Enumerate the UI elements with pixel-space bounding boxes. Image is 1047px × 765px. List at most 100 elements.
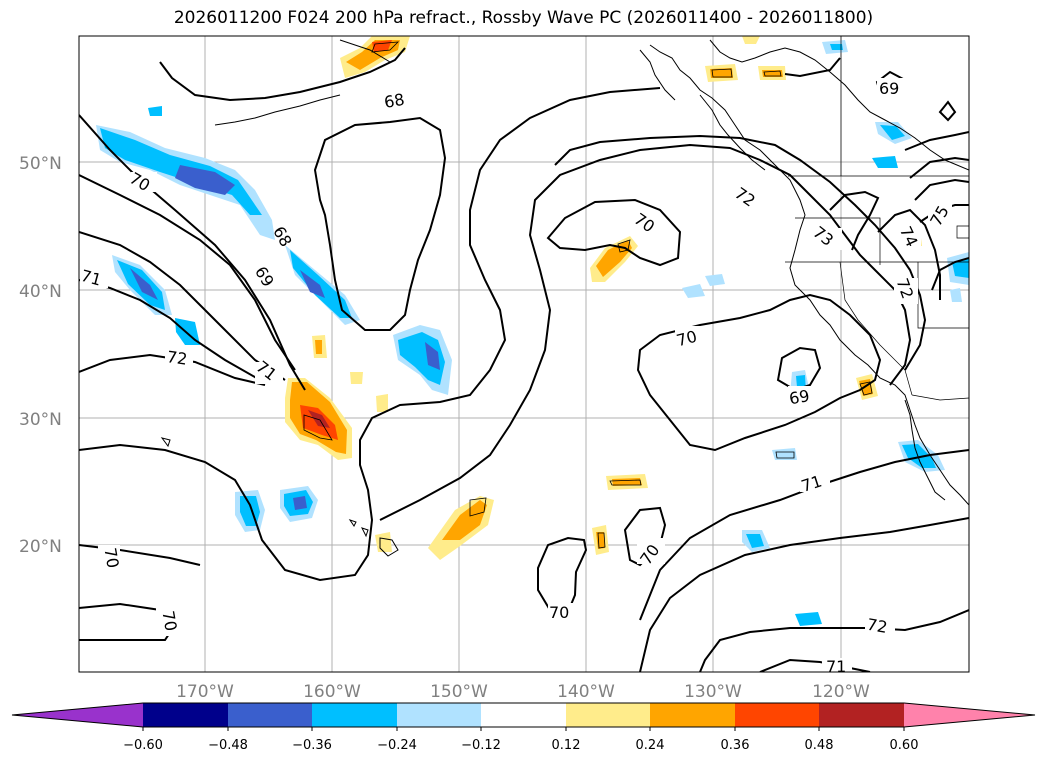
anomaly-blob bbox=[442, 500, 487, 540]
border-line bbox=[911, 394, 969, 401]
colorbar-tick: −0.48 bbox=[208, 738, 248, 753]
anomaly-blob bbox=[795, 612, 822, 626]
contour-line bbox=[759, 658, 871, 672]
anomaly-blob bbox=[705, 274, 725, 286]
colorbar-tick: −0.60 bbox=[123, 738, 163, 753]
colorbar-segment bbox=[228, 703, 312, 727]
colorbar-segment bbox=[312, 703, 397, 727]
lon-labels: 170°W 160°W 150°W 140°W 130°W 120°W bbox=[176, 682, 870, 702]
colorbar-segment bbox=[143, 703, 228, 727]
anomaly-blob bbox=[148, 106, 162, 116]
contour-line bbox=[159, 47, 406, 102]
colorbar-segment bbox=[481, 703, 566, 727]
contour-line bbox=[546, 198, 682, 267]
contour-line bbox=[909, 156, 969, 179]
anomaly-blob bbox=[293, 496, 307, 510]
anomaly-blob bbox=[950, 288, 962, 302]
contour-label: 70 bbox=[674, 327, 699, 351]
colorbar-tick: 0.48 bbox=[805, 738, 834, 753]
lon-label: 130°W bbox=[684, 682, 742, 702]
anomaly-blob bbox=[130, 268, 158, 300]
coastline bbox=[709, 39, 969, 171]
anomaly-blob bbox=[315, 340, 322, 354]
lon-label: 160°W bbox=[303, 682, 361, 702]
lat-labels: 50°N 40°N 30°N 20°N bbox=[19, 154, 62, 557]
colorbar-segment bbox=[566, 703, 650, 727]
island bbox=[160, 437, 171, 448]
map-frame bbox=[78, 35, 970, 673]
anomaly-blob bbox=[742, 36, 760, 44]
anomaly-blob bbox=[308, 410, 330, 428]
islands bbox=[160, 437, 399, 557]
coastline bbox=[214, 94, 341, 126]
contour-line bbox=[699, 609, 969, 672]
contour-labels: 68 68 69 70 70 70 70 70 70 70 71 71 71 bbox=[79, 78, 953, 676]
colorbar-extend-high bbox=[904, 703, 1035, 727]
anomaly-blob bbox=[872, 156, 898, 168]
anomaly-outlines bbox=[303, 41, 873, 549]
contour-label: 70 bbox=[158, 609, 180, 632]
colorbar-tick: 0.12 bbox=[552, 738, 581, 753]
anomaly-blob bbox=[375, 532, 392, 552]
negative-anomaly-shading bbox=[96, 40, 969, 626]
coastline bbox=[699, 94, 766, 171]
anomaly-blob bbox=[290, 250, 352, 318]
lon-label: 120°W bbox=[812, 682, 870, 702]
border-line bbox=[839, 261, 913, 396]
border-line bbox=[956, 225, 969, 239]
anomaly-blob bbox=[710, 68, 733, 78]
lat-label: 50°N bbox=[19, 154, 62, 174]
anomaly-blob bbox=[300, 270, 325, 298]
anomaly-blob bbox=[596, 240, 632, 277]
contour-label: 71 bbox=[826, 657, 846, 676]
contour-line bbox=[554, 134, 927, 371]
map-title: 2026011200 F024 200 hPa refract., Rossby… bbox=[173, 8, 874, 28]
anomaly-blob bbox=[376, 394, 388, 412]
lon-label: 170°W bbox=[176, 682, 234, 702]
graticule bbox=[79, 36, 969, 672]
anomaly-blob bbox=[350, 372, 363, 384]
contour-line bbox=[79, 279, 261, 381]
anomaly-blob bbox=[398, 332, 445, 385]
colorbar-tick: −0.36 bbox=[292, 738, 332, 753]
anomaly-blob bbox=[746, 534, 764, 548]
colorbar-segment bbox=[397, 703, 481, 727]
coastline bbox=[649, 44, 969, 506]
contour-label: 72 bbox=[166, 347, 189, 369]
coastline bbox=[339, 39, 391, 63]
anomaly-blob bbox=[902, 444, 936, 468]
map-panel bbox=[79, 36, 969, 672]
lon-label: 140°W bbox=[557, 682, 615, 702]
contour-line bbox=[79, 231, 286, 381]
contour-label: 70 bbox=[549, 603, 569, 622]
contour-line bbox=[829, 190, 880, 251]
contour-label: 70 bbox=[100, 546, 122, 569]
anomaly-blob bbox=[175, 165, 235, 195]
contour-line bbox=[636, 293, 882, 452]
coastlines bbox=[214, 39, 969, 506]
contour-line bbox=[938, 100, 957, 122]
contour-line bbox=[79, 114, 306, 391]
colorbar-segment bbox=[650, 703, 735, 727]
colorbar-tick: 0.60 bbox=[890, 738, 919, 753]
borders bbox=[785, 36, 969, 401]
contour-line bbox=[639, 449, 969, 621]
lat-label: 30°N bbox=[19, 410, 62, 430]
island bbox=[348, 519, 357, 527]
contour-line bbox=[904, 131, 969, 151]
anomaly-blob bbox=[830, 44, 843, 50]
contour-line bbox=[79, 87, 661, 582]
contour-line bbox=[931, 257, 969, 291]
contour-line bbox=[877, 208, 941, 300]
contour-line bbox=[639, 517, 969, 672]
colorbar-tick: 0.36 bbox=[721, 738, 750, 753]
contour-line bbox=[313, 116, 447, 331]
contour-label: 69 bbox=[788, 386, 811, 408]
colorbar: −0.60 −0.48 −0.36 −0.24 −0.12 0.12 0.24 … bbox=[11, 702, 1036, 753]
contour-line bbox=[379, 143, 912, 521]
contour-line bbox=[79, 174, 296, 371]
contour-line bbox=[914, 178, 969, 201]
colorbar-tick: −0.24 bbox=[377, 738, 417, 753]
colorbar-segment bbox=[735, 703, 819, 727]
